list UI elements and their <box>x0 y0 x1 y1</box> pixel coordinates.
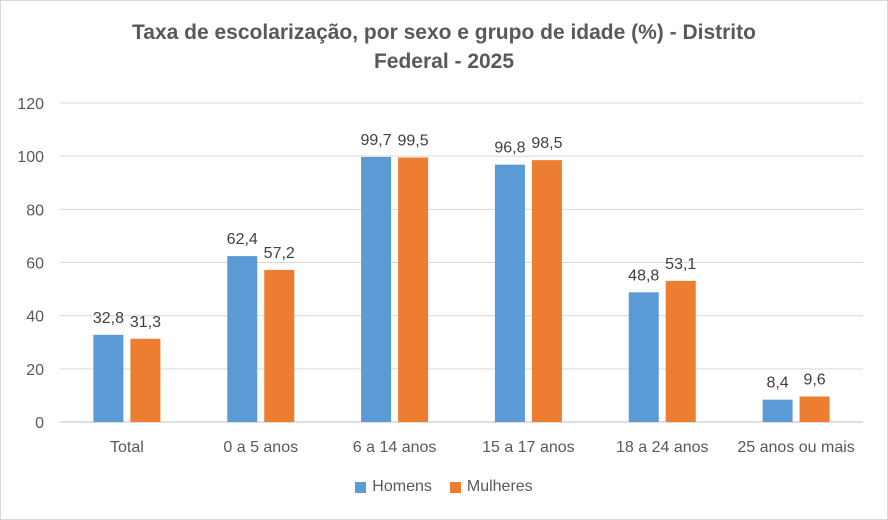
legend-label-homens: Homens <box>372 478 432 495</box>
x-tick-label-0: Total <box>110 439 144 456</box>
y-tick-label-20: 20 <box>26 362 44 379</box>
bar-homens-3 <box>494 164 525 422</box>
bar-mulheres-0 <box>130 338 161 422</box>
x-tick-label-3: 15 a 17 anos <box>482 439 575 456</box>
chart-title-line-1: Taxa de escolarização, por sexo e grupo … <box>132 21 756 44</box>
bar-homens-4 <box>628 292 659 422</box>
data-label-mulheres-2: 99,5 <box>398 132 429 149</box>
data-label-mulheres-4: 53,1 <box>665 256 696 273</box>
legend-swatch-mulheres <box>449 481 461 493</box>
bar-homens-1 <box>227 256 258 422</box>
chart-title: Taxa de escolarização, por sexo e grupo … <box>0 18 888 76</box>
bar-mulheres-4 <box>665 280 696 422</box>
bar-mulheres-3 <box>531 160 562 422</box>
data-label-mulheres-0: 31,3 <box>130 314 161 331</box>
legend-swatch-homens <box>355 481 367 493</box>
legend-item-homens: Homens <box>355 478 432 496</box>
bar-homens-0 <box>93 334 124 422</box>
y-tick-label-80: 80 <box>26 202 44 219</box>
chart-title-line-2: Federal - 2025 <box>373 50 515 73</box>
legend-item-mulheres: Mulheres <box>449 478 533 496</box>
data-label-homens-2: 99,7 <box>361 132 392 149</box>
legend: Homens Mulheres <box>0 478 888 496</box>
y-tick-label-0: 0 <box>35 415 44 432</box>
x-tick-label-4: 18 a 24 anos <box>616 439 709 456</box>
x-tick-label-5: 25 anos ou mais <box>737 439 854 456</box>
y-tick-label-100: 100 <box>17 149 44 166</box>
bar-homens-2 <box>361 156 392 422</box>
legend-label-mulheres: Mulheres <box>466 478 533 495</box>
data-label-mulheres-1: 57,2 <box>264 245 295 262</box>
data-label-homens-1: 62,4 <box>227 231 258 248</box>
bar-mulheres-2 <box>398 157 429 422</box>
bar-homens-5 <box>762 399 793 422</box>
x-tick-label-1: 0 a 5 anos <box>223 439 298 456</box>
data-label-homens-3: 96,8 <box>494 140 525 157</box>
data-label-homens-5: 8,4 <box>766 375 788 392</box>
data-label-mulheres-5: 9,6 <box>803 371 825 388</box>
bar-mulheres-5 <box>799 396 830 422</box>
data-label-homens-4: 48,8 <box>628 267 659 284</box>
data-label-mulheres-3: 98,5 <box>531 135 562 152</box>
y-tick-label-60: 60 <box>26 256 44 273</box>
x-tick-label-2: 6 a 14 anos <box>353 439 437 456</box>
data-label-homens-0: 32,8 <box>93 310 124 327</box>
bar-mulheres-1 <box>264 269 295 422</box>
y-tick-label-120: 120 <box>17 96 44 113</box>
y-tick-label-40: 40 <box>26 309 44 326</box>
